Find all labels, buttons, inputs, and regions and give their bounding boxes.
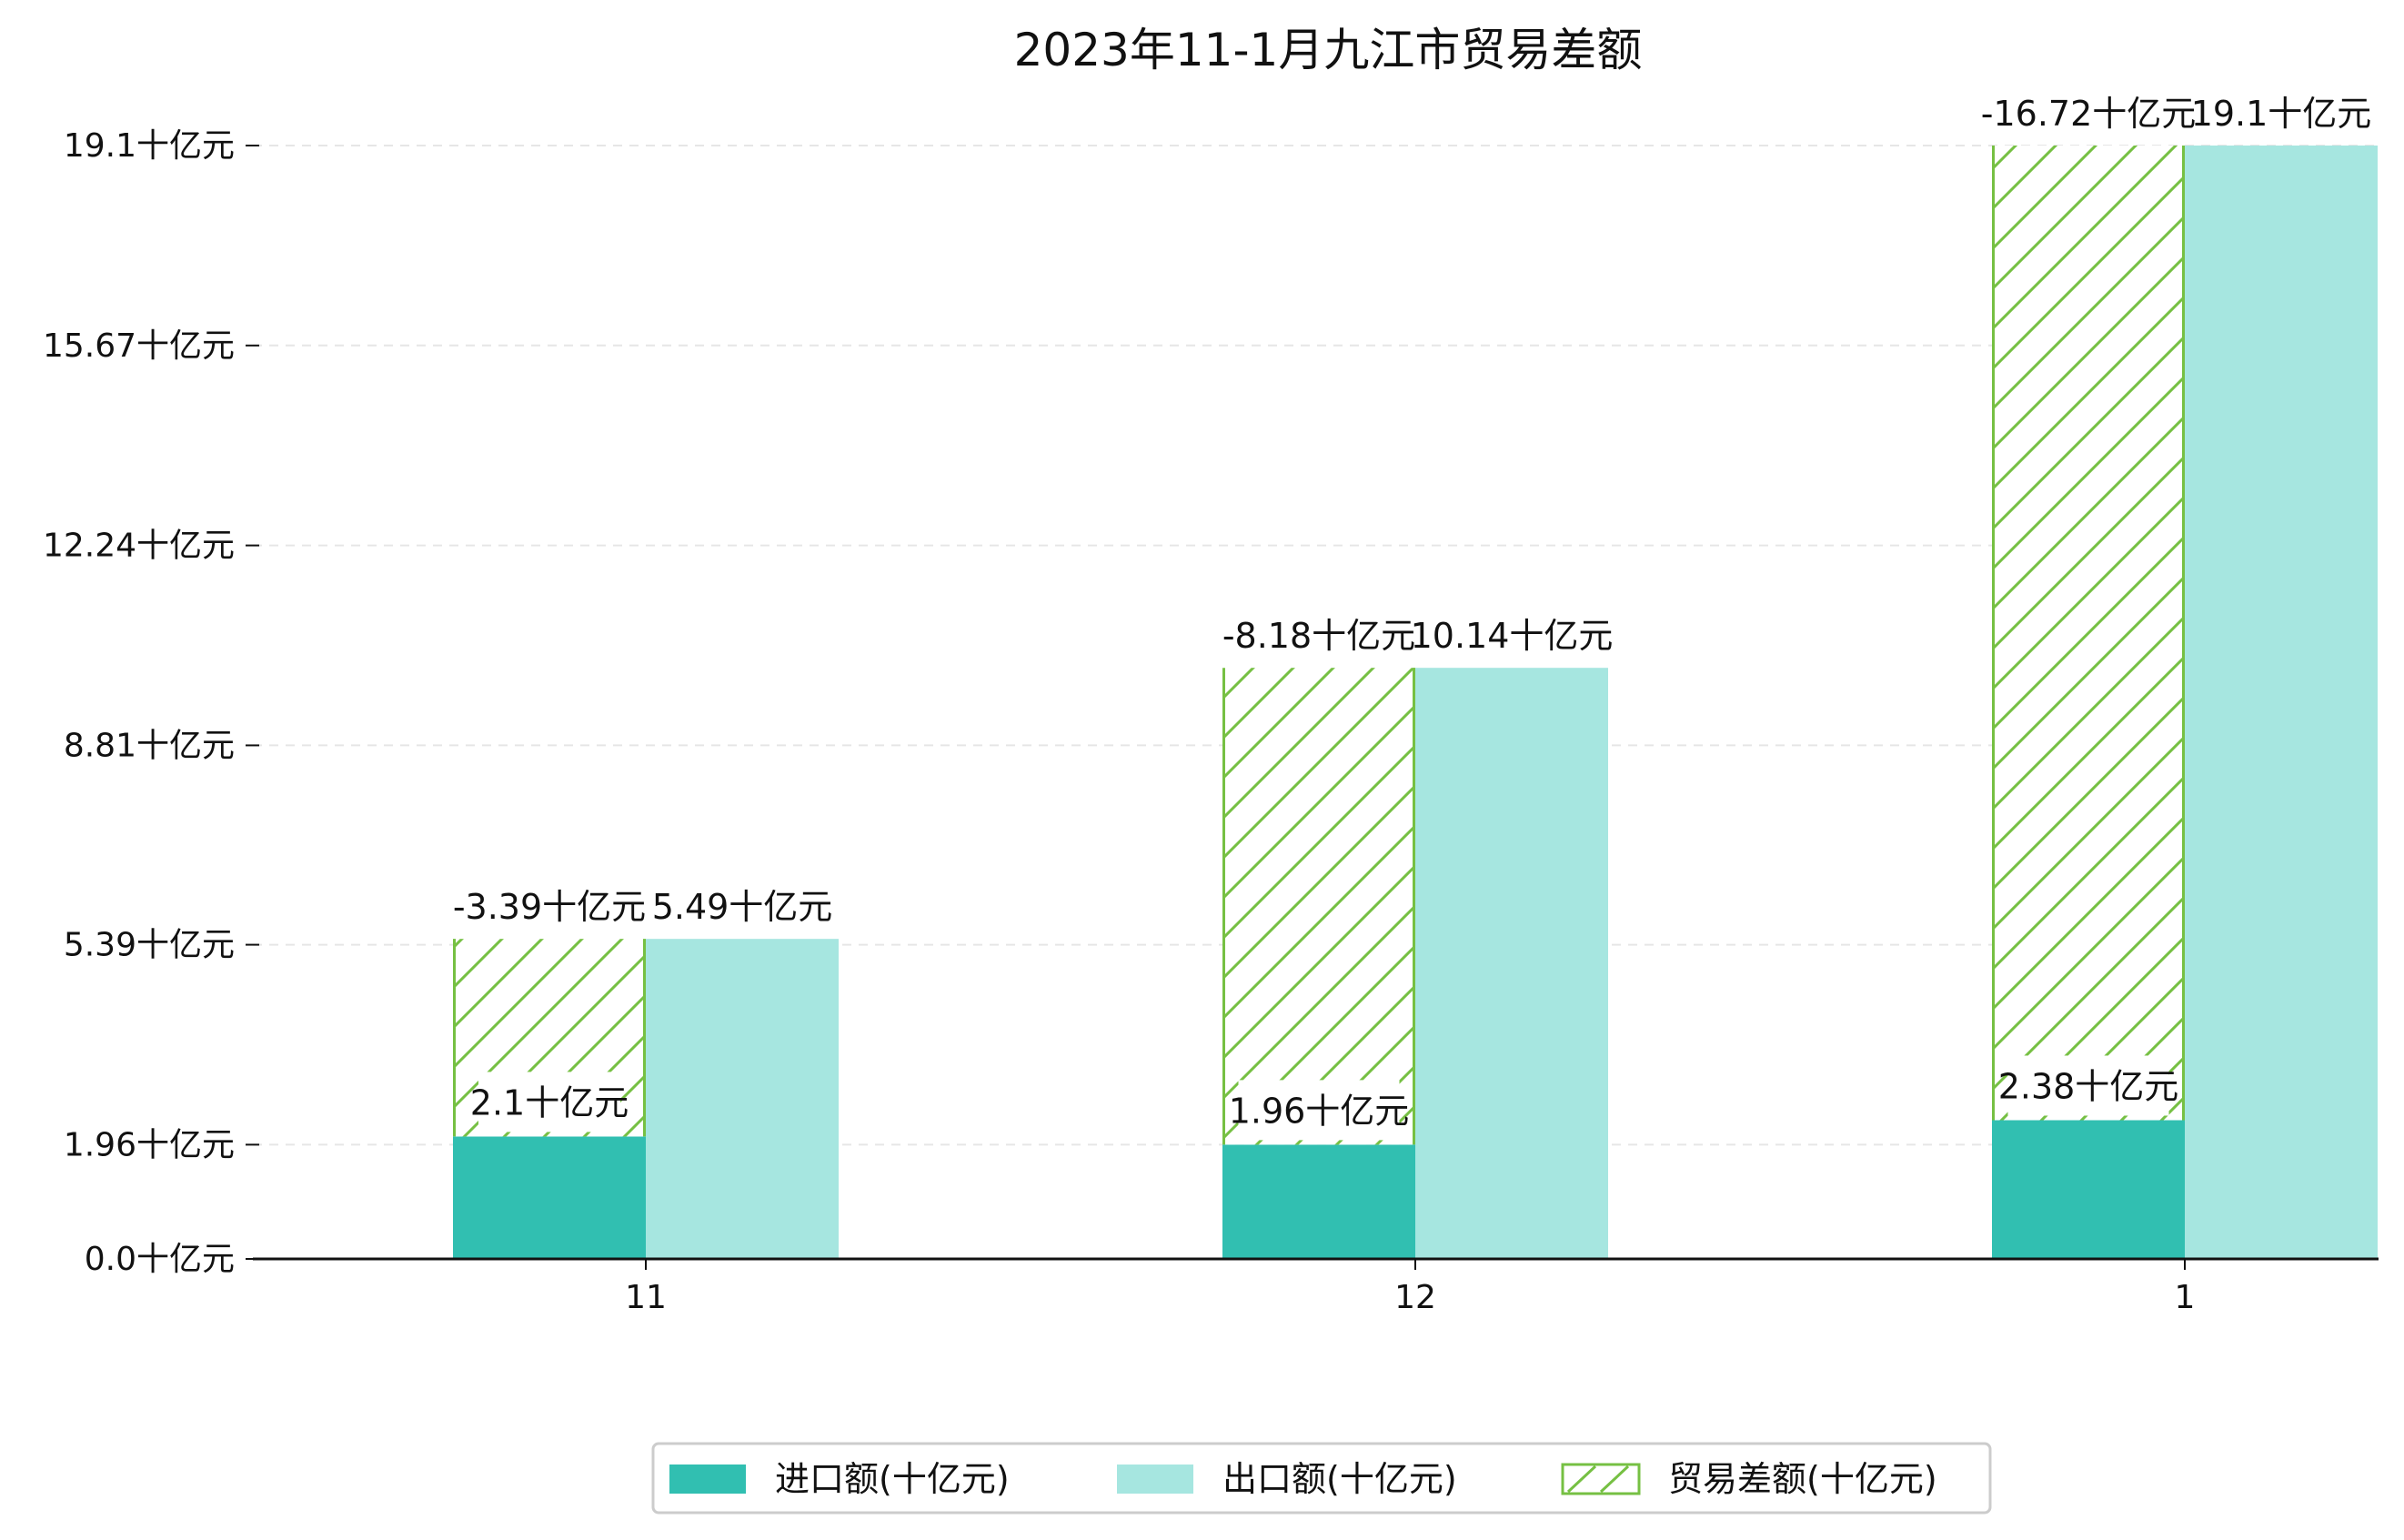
- x-tick-label: 11: [625, 1279, 667, 1316]
- y-tick-label: 15.67十亿元: [43, 327, 235, 365]
- y-tick-label: 0.0十亿元: [85, 1241, 235, 1278]
- export-bar: [646, 939, 839, 1259]
- trade-balance-value-label: -8.18十亿元: [1222, 616, 1415, 656]
- legend-export-label: 出口额(十亿元): [1222, 1459, 1457, 1499]
- export-bar: [2185, 146, 2378, 1259]
- x-tick-label: 12: [1394, 1279, 1436, 1316]
- export-value-label-bg: [2200, 83, 2362, 143]
- legend-export-swatch: [1117, 1465, 1193, 1494]
- x-tick-label: 1: [2175, 1279, 2196, 1316]
- export-value-label: 10.14十亿元: [1411, 616, 1614, 656]
- y-tick-label: 8.81十亿元: [64, 727, 235, 764]
- export-value-label: 5.49十亿元: [652, 887, 833, 927]
- y-tick-label: 19.1十亿元: [64, 127, 235, 165]
- export-value-label-bg: [1422, 605, 1602, 666]
- export-value-label: 19.1十亿元: [2191, 94, 2372, 134]
- legend-import-label: 进口额(十亿元): [775, 1459, 1010, 1499]
- y-tick-label: 5.39十亿元: [64, 927, 235, 964]
- trade-balance-bar: [1222, 668, 1415, 1145]
- import-bar: [453, 1136, 646, 1259]
- import-value-label: 2.38十亿元: [1998, 1066, 2179, 1106]
- legend-box: [651, 1442, 1992, 1515]
- import-value-label-bg: [478, 1072, 620, 1132]
- legend: 进口额(十亿元) 出口额(十亿元) 贸易差额(十亿元): [651, 1442, 1992, 1515]
- chart-title: 2023年11-1月九江市贸易差额: [1014, 24, 1643, 76]
- import-bar: [1222, 1144, 1415, 1259]
- legend-trade-balance-swatch: [1561, 1463, 1641, 1495]
- export-bar: [1415, 668, 1608, 1259]
- import-bar: [1992, 1120, 2185, 1259]
- export-value-label-bg: [661, 876, 823, 937]
- trade-balance-value-label-bg: [459, 876, 639, 937]
- legend-trade-balance-label: 贸易差额(十亿元): [1668, 1459, 1937, 1499]
- import-value-label-bg: [2007, 1055, 2169, 1116]
- y-axis: 0.0十亿元 1.96十亿元 5.39十亿元 8.81十亿元 12.24十亿元 15.67…: [43, 127, 259, 1278]
- x-axis: 11 12 1: [253, 1257, 2379, 1316]
- trade-balance-bar: [1992, 146, 2185, 1121]
- import-value-label: 1.96十亿元: [1229, 1091, 1410, 1131]
- legend-trade-balance-swatch-hatch: [1566, 1465, 1630, 1494]
- import-value-label: 2.1十亿元: [470, 1082, 629, 1122]
- value-labels: 5.49十亿元-3.39十亿元 2.1十亿元 10.14十亿元-8.18十亿元 1.9…: [453, 83, 2372, 1141]
- y-tick-label: 12.24十亿元: [43, 528, 235, 565]
- legend-import-swatch: [669, 1465, 746, 1494]
- trade-balance-value-label-bg: [1988, 83, 2188, 143]
- trade-balance-value-label: -16.72十亿元: [1981, 94, 2197, 134]
- trade-balance-value-label: -3.39十亿元: [453, 887, 646, 927]
- y-tick-label: 1.96十亿元: [64, 1126, 235, 1163]
- trade-balance-value-label-bg: [1229, 605, 1409, 666]
- import-value-label-bg: [1238, 1080, 1400, 1141]
